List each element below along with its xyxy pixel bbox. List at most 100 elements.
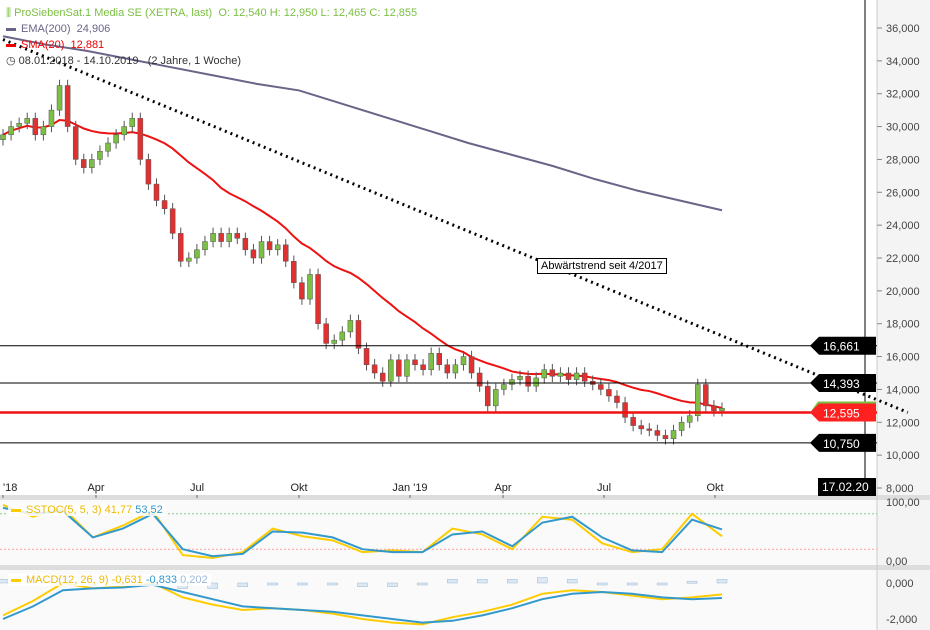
candle [654, 430, 661, 436]
range-dates: 08.01.2018 - 14.10.2019 [18, 55, 139, 67]
candle [307, 274, 313, 300]
candle [169, 208, 176, 234]
sma-legend[interactable]: SMA(20) 12,881 [6, 37, 104, 53]
trend-annotation[interactable]: Abwärtstrend seit 4/2017 [537, 258, 667, 274]
range-span: (2 Jahre, 1 Woche) [147, 55, 242, 67]
y-tick-label: 14,000 [886, 384, 920, 396]
candle [0, 134, 6, 140]
ema200-line [2, 35, 723, 212]
candle [283, 244, 289, 262]
candle [598, 384, 604, 390]
ema-label: EMA(200) [21, 23, 71, 35]
sma-value: 12,881 [70, 39, 105, 51]
macd-y-label: -2,000 [886, 614, 917, 626]
candle [129, 118, 136, 127]
level-tag-label: 12,595 [823, 407, 860, 421]
candle [153, 183, 160, 201]
macd-histogram-bar [537, 577, 548, 584]
candle [549, 369, 556, 377]
y-tick-label: 12,000 [886, 417, 920, 429]
candle [347, 320, 354, 333]
candle [646, 428, 653, 431]
stoch-legend[interactable]: SSTOC(5, 5, 3) 41,77 53,52 [8, 504, 166, 516]
ema-legend[interactable]: EMA(200) 24,906 [6, 21, 110, 37]
stoch-d-value: 53,52 [135, 504, 163, 516]
macd-signal-value: -0,833 [145, 574, 178, 586]
x-tick-label: Jul [597, 482, 611, 494]
candle [573, 372, 580, 380]
y-tick-label: 32,000 [886, 89, 920, 101]
candle [234, 233, 241, 239]
candle [533, 377, 539, 387]
macd-histogram-bar [417, 582, 428, 586]
candle [476, 372, 483, 387]
y-tick-label: 34,000 [886, 56, 920, 68]
y-tick-label: 26,000 [886, 187, 920, 199]
candle [452, 364, 459, 374]
macd-legend[interactable]: MACD(12, 26, 9) -0,631 -0,833 0,202 [8, 574, 211, 586]
y-tick-label: 36,000 [886, 23, 920, 35]
macd-histogram-bar [596, 582, 608, 586]
ema-value: 24,906 [76, 23, 111, 35]
y-tick-label: 30,000 [886, 122, 920, 134]
candle [355, 320, 362, 349]
y-tick-label: 16,000 [886, 352, 920, 364]
macd-histogram-bar [566, 579, 578, 584]
level-tag [810, 433, 876, 452]
candle [371, 364, 378, 374]
candle [606, 389, 612, 397]
candle [48, 109, 55, 127]
sma-swatch-icon [6, 43, 16, 47]
crosshair-date-label: 17.02.20 [822, 480, 869, 494]
panel-separator [0, 565, 930, 570]
x-tick-label: Okt [290, 482, 307, 494]
y-tick-label: 18,000 [886, 319, 920, 331]
y-tick-label: 24,000 [886, 220, 920, 232]
candle [323, 323, 329, 344]
candle [32, 118, 39, 136]
candle [56, 85, 63, 111]
candle [226, 233, 232, 242]
candle [210, 233, 216, 242]
candle [274, 244, 281, 251]
candle [686, 415, 693, 423]
y-tick-label: 22,000 [886, 253, 920, 265]
macd-histogram-bar [447, 579, 458, 584]
candle [484, 385, 491, 407]
candle [501, 384, 507, 390]
candle [468, 356, 475, 374]
level-tag-label: 14,393 [823, 377, 860, 391]
macd-histogram-bar [686, 580, 698, 584]
candle [16, 123, 22, 127]
level-tag [810, 373, 876, 392]
candle [460, 356, 467, 366]
candle [557, 372, 564, 377]
level-tag [810, 336, 876, 355]
trendline [2, 38, 909, 414]
candle [81, 159, 87, 168]
candle [315, 274, 321, 324]
macd-histogram-bar [387, 582, 398, 587]
candles-icon: ⫼ [6, 7, 15, 19]
macd-label: MACD(12, 26, 9) [26, 574, 109, 586]
macd-histogram-bar [656, 582, 668, 586]
crosshair-date-tag [818, 478, 876, 496]
candle [703, 384, 709, 407]
candle [89, 159, 95, 168]
candle [581, 372, 588, 382]
macd-swatch-icon [11, 578, 21, 582]
candle [678, 422, 685, 431]
candle [145, 159, 152, 185]
candle [202, 241, 208, 251]
x-tick-label: Apr [87, 482, 104, 494]
candle [161, 200, 168, 209]
candle [97, 150, 103, 160]
macd-histogram-bar [0, 579, 9, 584]
candle [670, 430, 677, 439]
y-tick-label: 10,000 [886, 450, 920, 462]
candle [662, 435, 669, 439]
candle [218, 233, 224, 242]
candle [105, 142, 111, 152]
